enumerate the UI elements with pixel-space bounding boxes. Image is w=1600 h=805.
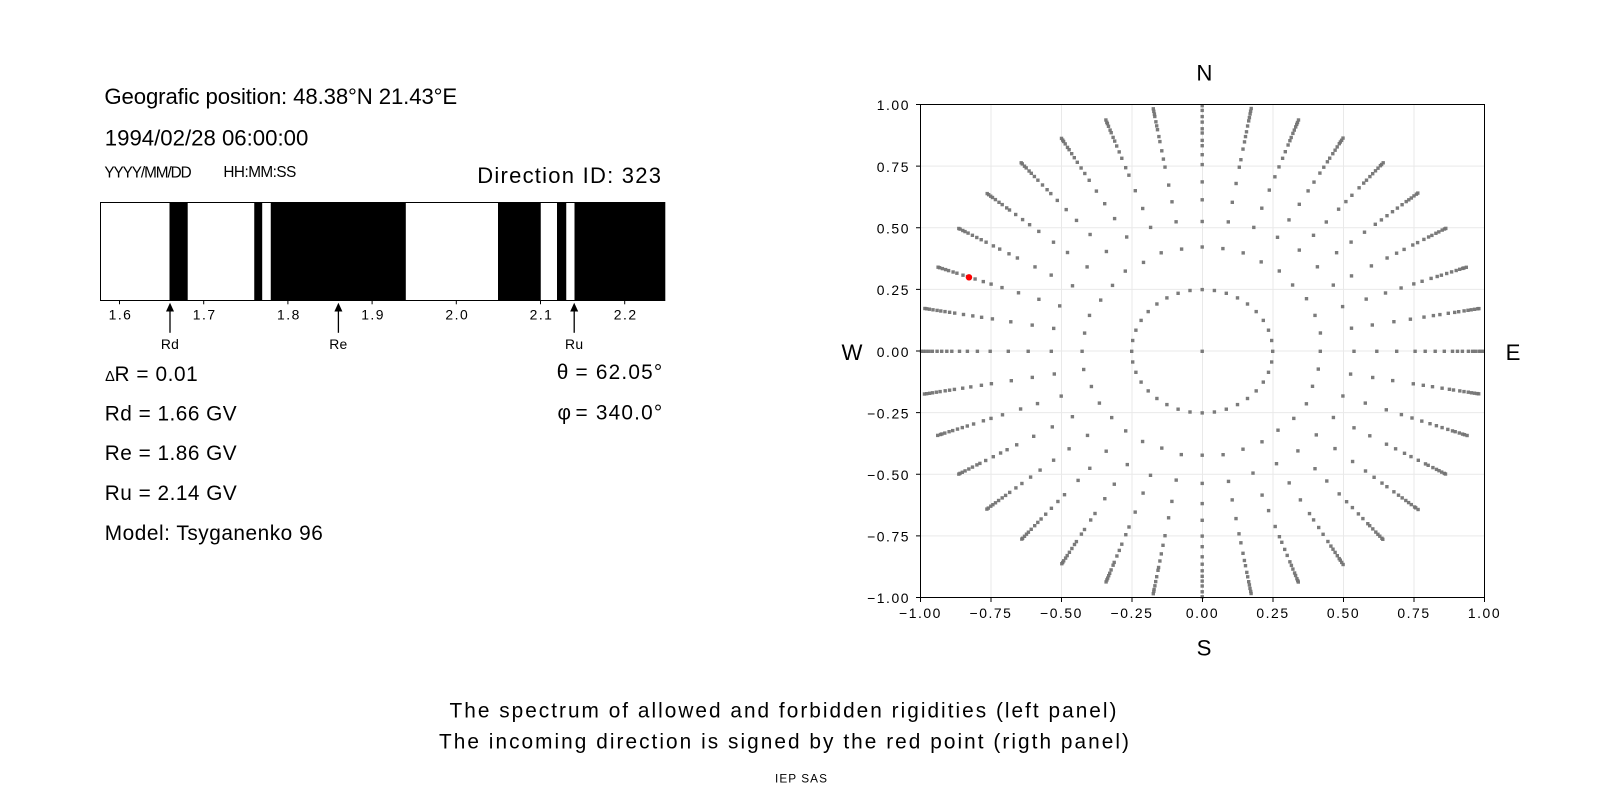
svg-text:IEP SAS: IEP SAS	[775, 772, 828, 786]
svg-text:−0.25: −0.25	[867, 405, 910, 421]
svg-text:−1.00: −1.00	[899, 605, 942, 621]
svg-text:θ: θ	[557, 361, 569, 384]
svg-text:Re = 1.86 GV: Re = 1.86 GV	[105, 442, 237, 465]
svg-text:0.50: 0.50	[1327, 605, 1360, 621]
svg-text:1.00: 1.00	[877, 97, 910, 113]
svg-text:0.25: 0.25	[877, 282, 910, 298]
svg-text:Direction ID: 323: Direction ID: 323	[477, 163, 662, 188]
svg-text:−0.75: −0.75	[867, 529, 910, 545]
svg-text:HH:MM:SS: HH:MM:SS	[223, 164, 296, 181]
svg-text:The incoming direction is sign: The incoming direction is signed by the …	[439, 731, 1131, 754]
svg-text:0.00: 0.00	[1186, 605, 1219, 621]
svg-text:The spectrum of allowed and fo: The spectrum of allowed and forbidden ri…	[450, 700, 1119, 723]
svg-text:E: E	[1506, 340, 1521, 365]
svg-text:N: N	[1196, 61, 1212, 86]
svg-text:1.8: 1.8	[277, 307, 301, 323]
svg-text:2.0: 2.0	[445, 307, 469, 323]
svg-text:∆R = 0.01: ∆R = 0.01	[106, 363, 199, 386]
svg-text:φ: φ	[558, 402, 572, 425]
svg-text:0.75: 0.75	[877, 159, 910, 175]
svg-text:Rd: Rd	[161, 336, 179, 352]
svg-text:−0.50: −0.50	[867, 467, 910, 483]
svg-text:Re: Re	[329, 336, 347, 352]
svg-text:0.75: 0.75	[1397, 605, 1430, 621]
svg-text:1.7: 1.7	[193, 307, 217, 323]
svg-text:Model: Tsyganenko 96: Model: Tsyganenko 96	[105, 522, 324, 545]
svg-text:−0.50: −0.50	[1040, 605, 1083, 621]
svg-text:Ru: Ru	[565, 336, 583, 352]
svg-text:0.00: 0.00	[877, 344, 910, 360]
svg-text:1.6: 1.6	[109, 307, 133, 323]
svg-text:= 62.05°: = 62.05°	[576, 361, 664, 384]
svg-text:YYYY/MM/DD: YYYY/MM/DD	[104, 165, 191, 182]
svg-text:0.25: 0.25	[1256, 605, 1289, 621]
svg-text:−0.75: −0.75	[970, 605, 1013, 621]
svg-text:S: S	[1197, 636, 1212, 661]
svg-text:1994/02/28 06:00:00: 1994/02/28 06:00:00	[105, 126, 308, 151]
svg-text:1.00: 1.00	[1468, 605, 1501, 621]
svg-text:2.1: 2.1	[530, 307, 554, 323]
svg-text:1.9: 1.9	[361, 307, 385, 323]
svg-text:−1.00: −1.00	[867, 590, 910, 606]
svg-text:Ru = 2.14 GV: Ru = 2.14 GV	[105, 482, 237, 505]
svg-text:W: W	[842, 340, 863, 365]
svg-text:Rd = 1.66 GV: Rd = 1.66 GV	[105, 402, 237, 425]
svg-text:Geografic position: 48.38°N 21: Geografic position: 48.38°N 21.43°E	[104, 84, 457, 109]
svg-text:−0.25: −0.25	[1111, 605, 1154, 621]
svg-text:2.2: 2.2	[614, 307, 638, 323]
svg-text:0.50: 0.50	[877, 221, 910, 237]
svg-text:= 340.0°: = 340.0°	[576, 402, 664, 425]
